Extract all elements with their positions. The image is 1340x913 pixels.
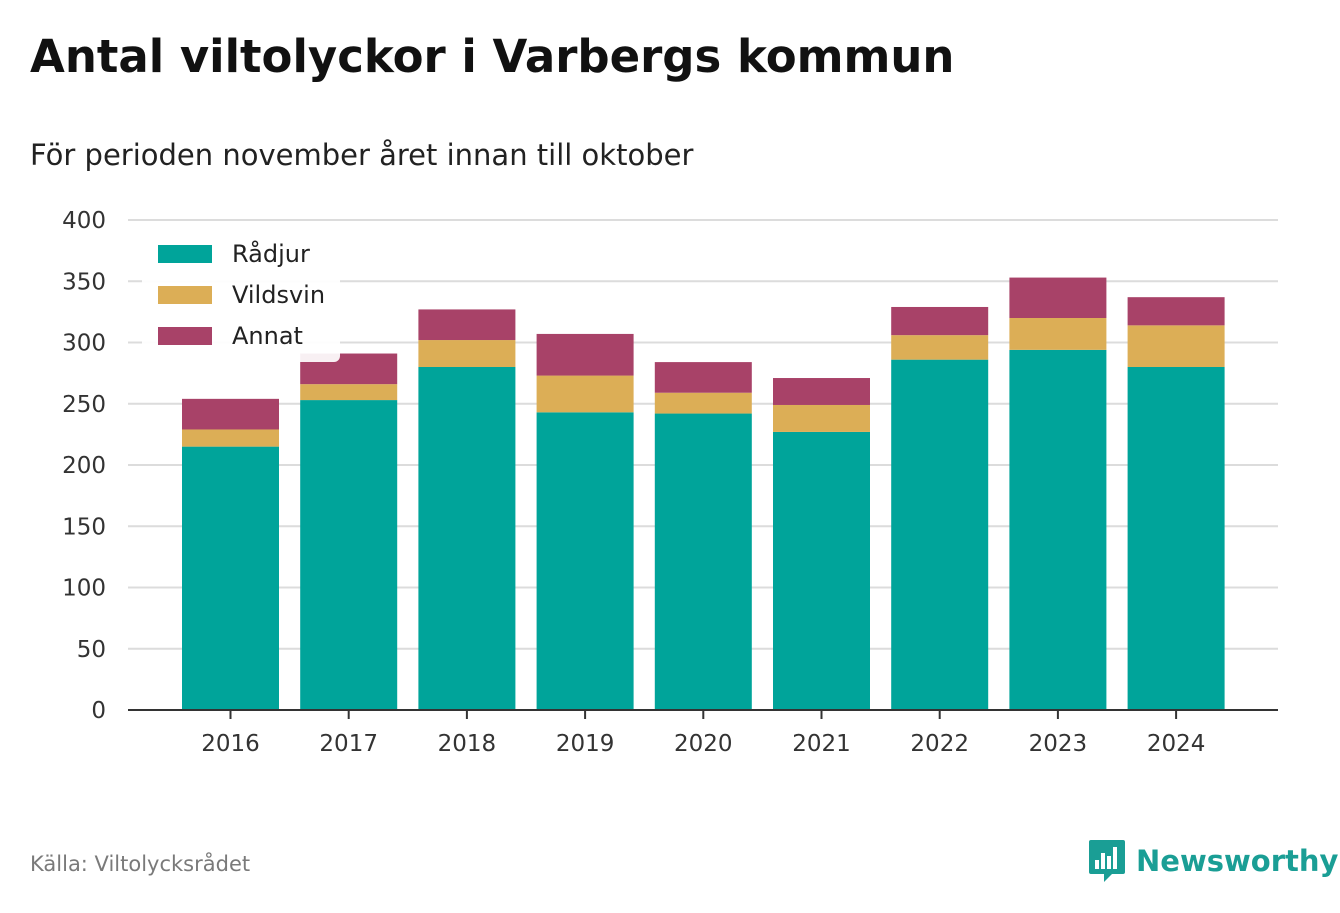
source-note: Källa: Viltolycksrådet xyxy=(30,852,251,876)
bar-segment-annat xyxy=(1009,277,1107,318)
y-tick-label: 250 xyxy=(62,392,106,418)
bar-segment-annat xyxy=(891,306,989,336)
x-tick-label: 2019 xyxy=(556,731,615,757)
bar-segment-rådjur xyxy=(418,367,516,710)
x-tick-label: 2021 xyxy=(792,731,851,757)
legend-swatch-annat xyxy=(158,327,212,345)
legend: Rådjur Vildsvin Annat xyxy=(142,228,340,362)
bar-segment-annat xyxy=(773,378,870,405)
y-tick-label: 150 xyxy=(62,514,106,540)
bar-segment-vildsvin xyxy=(891,335,989,360)
legend-label-vildsvin: Vildsvin xyxy=(232,281,325,309)
brand-name: Newsworthy xyxy=(1136,844,1339,878)
y-tick-label: 200 xyxy=(62,453,106,479)
chart-subtitle: För perioden november året innan till ok… xyxy=(30,138,694,172)
legend-swatch-rådjur xyxy=(158,245,212,263)
bar-segment-rådjur xyxy=(182,446,279,710)
legend-label-rådjur: Rådjur xyxy=(232,239,310,268)
y-axis-ticks: 0 50 100 150 200 250 300 350 400 xyxy=(62,208,106,724)
y-tick-label: 350 xyxy=(62,269,106,295)
x-axis-ticks: 2016 2017 2018 2019 2020 2021 2022 2023 2024 xyxy=(201,710,1205,757)
bar-segment-annat xyxy=(1127,297,1225,326)
bar-segment-vildsvin xyxy=(418,340,516,367)
brand: Newsworthy xyxy=(1088,838,1338,884)
bar-segment-annat xyxy=(654,362,752,393)
y-tick-label: 300 xyxy=(62,331,106,357)
x-tick-label: 2022 xyxy=(910,731,969,757)
bar-segment-annat xyxy=(418,309,516,341)
bar-segment-vildsvin xyxy=(1009,318,1107,350)
y-tick-label: 0 xyxy=(91,698,106,724)
bar-segment-annat xyxy=(182,398,279,430)
x-tick-label: 2024 xyxy=(1147,731,1206,757)
bar-segment-annat xyxy=(536,333,634,376)
bar-segment-rådjur xyxy=(1127,367,1225,710)
x-tick-label: 2016 xyxy=(201,731,260,757)
x-tick-label: 2023 xyxy=(1029,731,1088,757)
bars xyxy=(182,277,1225,710)
bar-segment-vildsvin xyxy=(536,375,634,413)
chart-title: Antal viltolyckor i Varbergs kommun xyxy=(30,30,955,83)
bar-segment-rådjur xyxy=(1009,349,1107,710)
x-tick-label: 2017 xyxy=(319,731,378,757)
bar-segment-vildsvin xyxy=(773,404,870,432)
y-tick-label: 50 xyxy=(77,637,106,663)
y-tick-label: 400 xyxy=(62,208,106,234)
legend-label-annat: Annat xyxy=(232,322,303,350)
legend-swatch-vildsvin xyxy=(158,286,212,304)
x-tick-label: 2020 xyxy=(674,731,733,757)
bar-segment-vildsvin xyxy=(654,392,752,414)
bar-segment-rådjur xyxy=(536,412,634,710)
bar-segment-vildsvin xyxy=(1127,325,1225,367)
newsworthy-logo-icon xyxy=(1089,840,1125,882)
bar-segment-vildsvin xyxy=(300,384,398,401)
x-tick-label: 2018 xyxy=(438,731,497,757)
bar-segment-rådjur xyxy=(654,413,752,710)
bar-segment-vildsvin xyxy=(182,429,279,447)
bar-segment-rådjur xyxy=(773,431,870,710)
bar-segment-rådjur xyxy=(891,359,989,710)
y-tick-label: 100 xyxy=(62,576,106,602)
bar-segment-rådjur xyxy=(300,400,398,710)
